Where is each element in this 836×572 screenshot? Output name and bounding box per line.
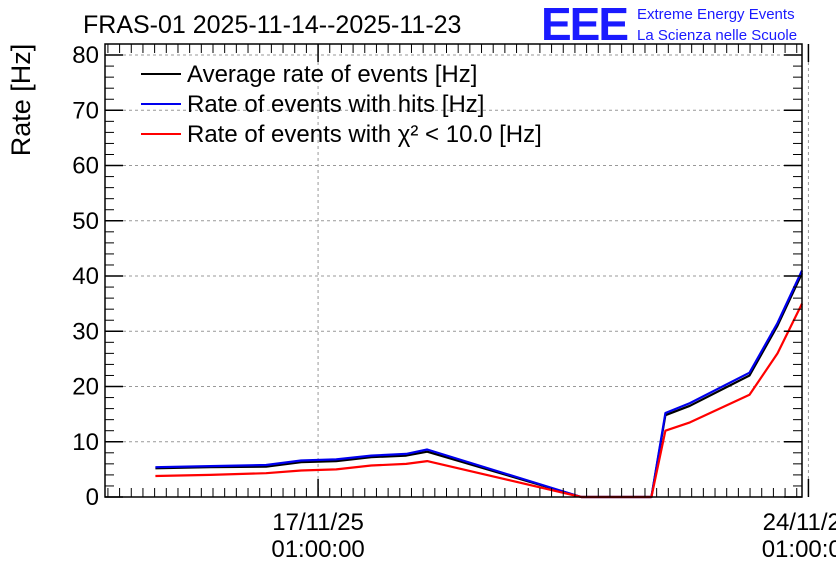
y-tick-label: 30 <box>72 318 99 345</box>
x-tick-date: 24/11/25 <box>763 509 836 536</box>
axis-ticks <box>105 44 810 498</box>
logo-mark: EEE <box>541 0 627 50</box>
y-tick-label: 0 <box>86 484 99 511</box>
series-lines <box>155 270 803 499</box>
x-tick-date: 17/11/25 <box>272 509 364 536</box>
y-tick-label: 70 <box>72 97 99 124</box>
legend-label-average: Average rate of events [Hz] <box>187 61 477 88</box>
x-tick-time: 01:00:00 <box>762 536 836 563</box>
legend: Average rate of events [Hz] Rate of even… <box>141 61 542 148</box>
y-tick-label: 10 <box>72 429 99 456</box>
eee-logo: EEE Extreme Energy Events La Scienza nel… <box>541 0 797 50</box>
grid <box>105 44 809 497</box>
y-tick-label: 50 <box>72 208 99 235</box>
legend-label-chi2: Rate of events with χ² < 10.0 [Hz] <box>187 121 542 148</box>
y-tick-label: 20 <box>72 374 99 401</box>
logo-line-2: La Scienza nelle Scuole <box>637 27 797 44</box>
series-line-hits <box>155 270 803 499</box>
tick-labels: 0102030405060708017/11/2501:00:0024/11/2… <box>72 42 836 563</box>
y-tick-label: 40 <box>72 263 99 290</box>
plot-frame <box>104 43 803 498</box>
x-tick-time: 01:00:00 <box>271 536 364 563</box>
legend-label-hits: Rate of events with hits [Hz] <box>187 91 484 118</box>
logo-line-1: Extreme Energy Events <box>637 6 795 23</box>
y-tick-label: 80 <box>72 42 99 69</box>
y-axis-title: Rate [Hz] <box>6 44 36 157</box>
y-tick-label: 60 <box>72 153 99 180</box>
chart-title: FRAS-01 2025-11-14--2025-11-23 <box>83 11 461 39</box>
series-line-average <box>155 272 803 499</box>
series-line-chi2 <box>155 303 803 499</box>
